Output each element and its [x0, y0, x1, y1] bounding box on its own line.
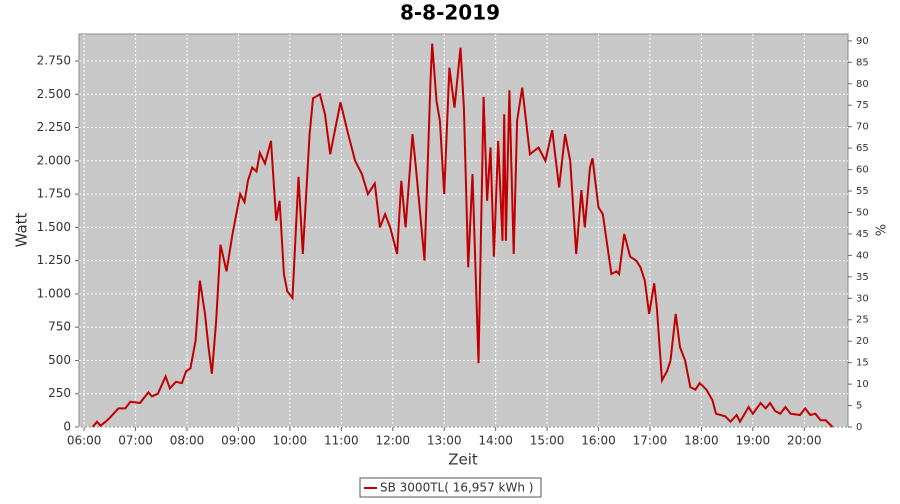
y-tick-label: 250	[48, 386, 71, 400]
x-tick-label: 17:00	[633, 434, 668, 448]
x-tick-label: 06:00	[67, 434, 102, 448]
x-tick-label: 10:00	[273, 434, 308, 448]
y-tick-label: 0	[63, 420, 71, 434]
y-tick-label: 1.500	[37, 220, 71, 234]
y-tick-label: 2.000	[37, 153, 71, 167]
legend	[359, 477, 542, 498]
x-tick-label: 13:00	[427, 434, 462, 448]
x-tick-label: 12:00	[375, 434, 410, 448]
y-tick-label: 2.750	[37, 54, 71, 68]
y2-tick-label: 60	[856, 165, 869, 176]
x-tick-label: 14:00	[478, 434, 513, 448]
y2-tick-label: 15	[856, 358, 869, 369]
y2-tick-label: 65	[856, 143, 869, 154]
y2-tick-label: 40	[856, 250, 869, 261]
y-tick-label: 2.250	[37, 120, 71, 134]
y2-tick-label: 20	[856, 336, 869, 347]
x-tick-label: 20:00	[787, 434, 822, 448]
x-tick-label: 19:00	[736, 434, 771, 448]
y2-tick-label: 55	[856, 186, 869, 197]
y2-tick-label: 30	[856, 293, 869, 304]
x-tick-label: 09:00	[221, 434, 256, 448]
y-tick-label: 750	[48, 320, 71, 334]
series-line	[91, 43, 834, 428]
y2-axis-label: %	[875, 224, 890, 236]
x-tick-label: 16:00	[581, 434, 616, 448]
y2-tick-label: 80	[856, 79, 869, 90]
y2-tick-label: 25	[856, 315, 869, 326]
y2-tick-label: 45	[856, 229, 869, 240]
y-tick-label: 1.000	[37, 286, 71, 300]
y-tick-label: 1.750	[37, 187, 71, 201]
y-tick-label: 500	[48, 353, 71, 367]
legend-label: SB 3000TL( 16,957 kWh )	[380, 481, 533, 495]
x-axis-label: Zeit	[448, 451, 478, 469]
x-tick-label: 15:00	[530, 434, 565, 448]
y2-tick-label: 0	[856, 422, 862, 433]
y-axis-label: Watt	[13, 212, 31, 247]
x-tick-label: 18:00	[684, 434, 719, 448]
x-tick-label: 11:00	[324, 434, 359, 448]
y2-tick-label: 5	[856, 401, 862, 412]
chart-title: 8-8-2019	[400, 1, 500, 25]
y2-tick-label: 70	[856, 122, 869, 133]
y2-tick-label: 35	[856, 272, 869, 283]
y2-tick-label: 75	[856, 100, 869, 111]
y-tick-label: 1.250	[37, 253, 71, 267]
y2-tick-label: 90	[856, 36, 869, 47]
y2-tick-label: 10	[856, 379, 869, 390]
y-tick-label: 2.500	[37, 87, 71, 101]
y2-tick-label: 85	[856, 57, 869, 68]
x-tick-label: 08:00	[170, 434, 205, 448]
x-tick-label: 07:00	[118, 434, 153, 448]
y2-tick-label: 50	[856, 207, 869, 218]
